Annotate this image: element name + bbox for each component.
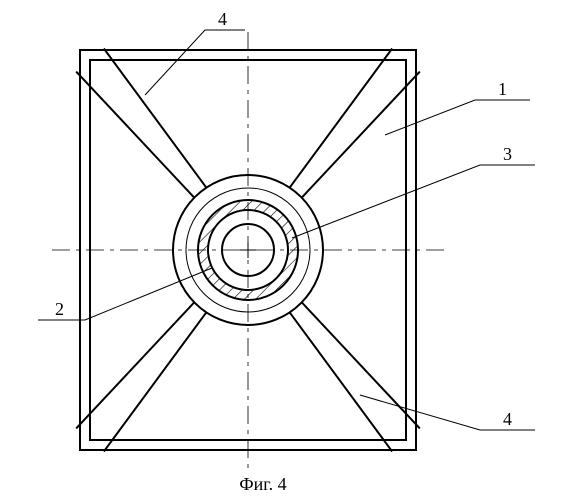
label-4-bottom: 4 [503, 409, 512, 429]
label-3: 3 [503, 144, 512, 164]
label-4-top: 4 [218, 9, 227, 29]
figure-4: 1 2 3 4 4 Фиг. 4 [0, 0, 578, 500]
figure-caption: Фиг. 4 [239, 474, 286, 494]
rib [287, 48, 420, 201]
label-1: 1 [498, 79, 507, 99]
rib [76, 48, 209, 201]
label-2: 2 [55, 299, 64, 319]
rib [76, 299, 209, 452]
rib [287, 299, 420, 452]
